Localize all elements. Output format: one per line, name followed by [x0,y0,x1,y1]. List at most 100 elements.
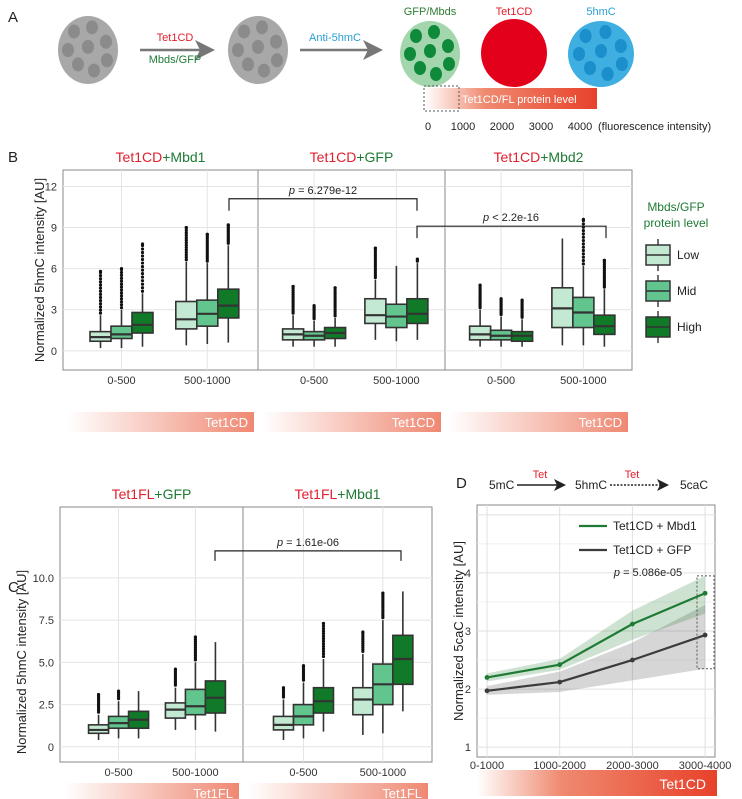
scheme-5cac: 5caC [680,478,708,492]
series-line [486,634,706,692]
outlier-point [373,266,377,271]
nucleus-dot [601,67,614,81]
legend-title: Mbds/GFP [647,200,704,214]
outlier-point [373,262,377,266]
panel-b: Normalized 5hmC intensity [AU] 0 3 6 9 12 Tet1… [32,149,708,432]
scale-tick: 0 [425,121,431,133]
outlier-point [373,264,377,268]
outlier-point [119,300,124,304]
outlier-point [184,258,188,262]
outlier-point [140,268,145,272]
outlier-point [184,228,188,232]
outlier-point [321,632,326,636]
outlier-point [119,294,124,298]
y-axis-title: Normalized 5hmC intensity [AU] [14,570,29,754]
x-tick-label: 500-1000 [360,767,407,779]
outlier-point [119,288,124,292]
nucleus-dot [238,24,250,39]
panel-a: A Tet1CD Mbds/GFP Anti-5hmC GFP/Mbds Tet… [8,6,711,133]
outlier-point [140,250,145,255]
cell-label-tet1cd: Tet1CD [496,6,533,18]
scale-tick: 2000 [490,121,514,133]
outlier-point [321,629,326,633]
outlier-point [119,279,124,283]
outlier-point [98,311,103,315]
dotted-box [423,85,460,112]
y-tick-label: 0 [48,742,54,754]
outlier-point [373,260,377,264]
outlier-point [119,285,124,289]
outlier-point [98,289,103,293]
outlier-point [184,238,188,242]
outlier-point [312,304,316,308]
outlier-point [184,233,188,237]
y-tick-label: 7.5 [39,615,54,627]
outlier-point [373,257,377,262]
outlier-point [140,282,145,286]
x-tick-label: 3000-4000 [679,760,732,772]
x-tick-label: 0-500 [289,767,317,779]
outlier-point [321,644,326,648]
protein-level-bar [425,88,597,109]
data-point [484,688,490,694]
outlier-point [581,258,585,263]
outlier-point [119,303,124,307]
box-mid [184,688,207,716]
outlier-point [321,642,326,646]
nucleus-dot [404,47,416,61]
nucleus-dot [82,39,94,54]
outlier-point [140,257,145,262]
box-low [352,686,374,716]
outlier-point [321,634,326,638]
panel-label-d: D [456,475,467,492]
outlier-point [321,649,326,653]
outlier-point [581,222,585,226]
panel-label-b: B [8,149,18,166]
nucleus-dot [68,24,80,39]
outlier-point [119,273,124,277]
outlier-point [193,635,198,639]
box-high [406,297,429,325]
outlier-point [184,253,188,257]
x-tick-label: 1000-2000 [533,760,586,772]
nucleus-dot [271,53,283,68]
panel-d: 5mC Tet 5hmC Tet 5caC 0-1000 1000-2000 2000-300… [451,469,731,796]
nucleus-dot [88,63,100,78]
nucleus-dot [584,61,596,75]
nucleus-dot [100,34,112,49]
outlier-point [321,626,326,631]
data-point [557,679,563,685]
nucleus-dot [614,39,627,53]
data-point [484,675,490,680]
data-point [702,632,708,638]
nucleus-dot [414,61,426,75]
outlier-point [373,251,377,255]
green-cell [400,21,460,87]
outlier-point [184,236,188,240]
arrow2-label: Anti-5hmC [309,32,361,44]
y-tick-label: 4 [465,568,471,580]
outlier-point [321,654,326,659]
confidence-band [487,604,706,695]
gray-cell-1 [58,16,118,84]
outlier-point [184,255,188,259]
box-mid [110,325,133,340]
p-value-label: p = 5.086e-05 [613,567,682,579]
protein-level-label: Tet1CD/FL protein level [462,94,577,106]
box-high [217,288,240,319]
outlier-point [381,591,385,595]
outlier-point [281,686,286,690]
outlier-point [373,275,377,280]
outlier-point [321,624,326,628]
y-tick-label: 3 [51,305,57,317]
x-tick-label: 0-500 [107,375,135,387]
outlier-point [415,257,419,261]
protein-level-bar [477,770,717,796]
outlier-point [119,291,124,295]
outlier-point [581,232,585,236]
cell-label-gfp: GFP/Mbds [404,6,457,18]
outlier-point [581,248,585,253]
nucleus-dot [258,63,270,78]
facet-title: Tet1FL+Mbd1 [294,486,380,502]
outlier-point [226,223,230,227]
